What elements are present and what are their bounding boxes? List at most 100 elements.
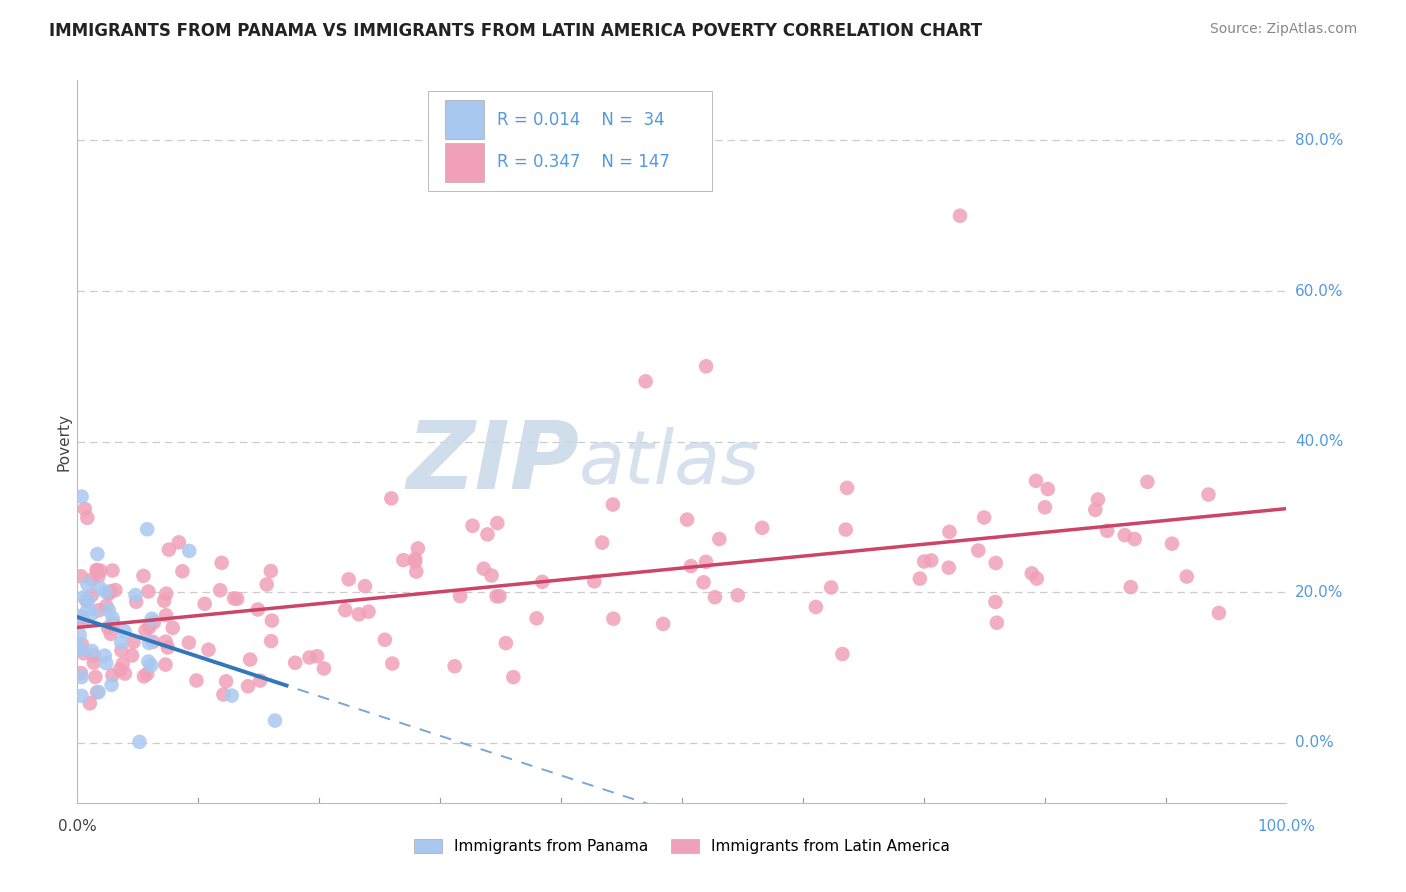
- Point: [381, 657, 404, 671]
- Point: [70, 670, 93, 684]
- Point: [86, 563, 108, 577]
- Point: [967, 543, 990, 558]
- Point: [69, 642, 91, 657]
- Point: [162, 621, 184, 635]
- Point: [727, 588, 749, 602]
- Point: [101, 668, 124, 682]
- Text: 100.0%: 100.0%: [1257, 820, 1316, 834]
- Point: [634, 374, 657, 388]
- Point: [337, 572, 360, 586]
- Point: [751, 521, 773, 535]
- Point: [260, 614, 283, 628]
- Text: R = 0.347    N = 147: R = 0.347 N = 147: [496, 153, 669, 171]
- Point: [485, 590, 508, 604]
- Point: [83, 648, 105, 663]
- Point: [97, 621, 120, 635]
- Point: [392, 553, 415, 567]
- Point: [73, 590, 96, 604]
- Point: [461, 518, 484, 533]
- Point: [1095, 524, 1118, 538]
- Point: [138, 584, 160, 599]
- Point: [132, 669, 155, 683]
- Point: [256, 577, 278, 591]
- Point: [404, 551, 426, 566]
- Point: [87, 569, 110, 583]
- Point: [94, 585, 117, 599]
- Point: [179, 544, 201, 558]
- Point: [692, 575, 714, 590]
- Point: [114, 624, 136, 639]
- Point: [949, 209, 972, 223]
- Point: [142, 615, 165, 630]
- Point: [1197, 487, 1219, 501]
- Point: [80, 588, 103, 602]
- Point: [136, 666, 159, 681]
- Point: [69, 627, 91, 641]
- Point: [481, 568, 503, 582]
- Point: [226, 591, 249, 606]
- Point: [236, 679, 259, 693]
- Point: [347, 607, 370, 622]
- Point: [80, 644, 103, 658]
- Point: [96, 656, 118, 670]
- Point: [69, 609, 91, 624]
- Point: [86, 564, 108, 578]
- Point: [87, 685, 110, 699]
- Point: [335, 603, 357, 617]
- Y-axis label: Poverty: Poverty: [56, 412, 72, 471]
- Point: [84, 670, 107, 684]
- Point: [177, 635, 200, 649]
- Point: [98, 586, 121, 600]
- Point: [83, 656, 105, 670]
- Point: [835, 523, 858, 537]
- Point: [676, 513, 699, 527]
- Point: [1123, 532, 1146, 546]
- Point: [76, 511, 98, 525]
- Point: [110, 635, 132, 649]
- Point: [136, 522, 159, 536]
- Point: [406, 541, 429, 556]
- Point: [652, 616, 675, 631]
- Point: [477, 527, 499, 541]
- Legend: Immigrants from Panama, Immigrants from Latin America: Immigrants from Panama, Immigrants from …: [408, 833, 956, 861]
- Point: [404, 555, 426, 569]
- Point: [526, 611, 548, 625]
- Point: [986, 615, 1008, 630]
- Point: [93, 648, 115, 663]
- Point: [100, 584, 122, 599]
- Point: [1114, 528, 1136, 542]
- Point: [89, 564, 111, 578]
- Point: [138, 655, 160, 669]
- Text: 80.0%: 80.0%: [1295, 133, 1343, 148]
- Point: [1025, 474, 1047, 488]
- Point: [449, 589, 471, 603]
- Point: [70, 610, 93, 624]
- Point: [380, 491, 402, 506]
- Point: [602, 612, 624, 626]
- Point: [125, 595, 148, 609]
- Point: [155, 634, 177, 648]
- Point: [70, 689, 93, 703]
- Point: [1161, 537, 1184, 551]
- Point: [1175, 569, 1198, 583]
- Point: [703, 591, 725, 605]
- Point: [591, 535, 613, 549]
- Point: [103, 616, 125, 631]
- Point: [155, 657, 177, 672]
- Point: [100, 627, 122, 641]
- FancyBboxPatch shape: [427, 91, 713, 191]
- Text: IMMIGRANTS FROM PANAMA VS IMMIGRANTS FROM LATIN AMERICA POVERTY CORRELATION CHAR: IMMIGRANTS FROM PANAMA VS IMMIGRANTS FRO…: [49, 22, 983, 40]
- Point: [679, 559, 702, 574]
- Text: ZIP: ZIP: [406, 417, 579, 509]
- Point: [75, 593, 97, 607]
- Point: [138, 620, 160, 634]
- Point: [124, 588, 146, 602]
- Point: [443, 659, 465, 673]
- Point: [298, 650, 321, 665]
- Point: [835, 481, 858, 495]
- Point: [114, 666, 136, 681]
- Point: [172, 564, 194, 578]
- Point: [70, 490, 93, 504]
- Text: 0.0%: 0.0%: [1295, 735, 1333, 750]
- Point: [101, 611, 124, 625]
